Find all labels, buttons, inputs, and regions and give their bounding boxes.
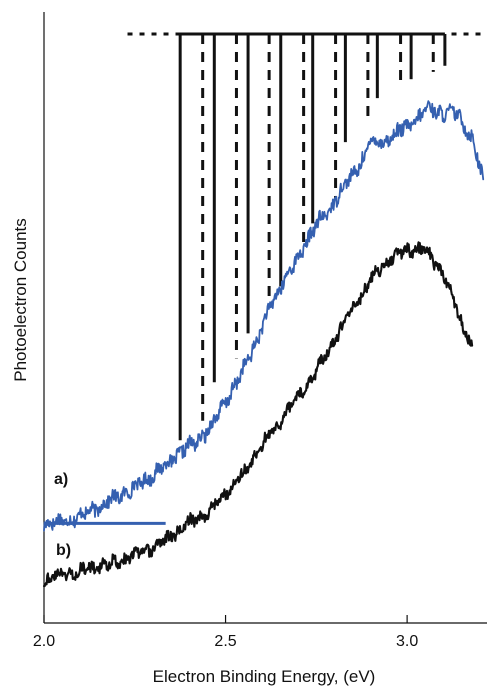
x-ticks: 2.0 2.5 3.0 — [33, 615, 418, 650]
stick-spectrum — [127, 32, 487, 441]
x-tick-label: 2.0 — [33, 633, 55, 650]
trace-b-label: b) — [56, 542, 71, 559]
x-tick-label: 2.5 — [214, 633, 236, 650]
spectrum-traces — [42, 100, 485, 588]
trace-b-line — [42, 241, 474, 588]
trace-a-line — [43, 100, 485, 532]
x-tick-label: 3.0 — [396, 633, 418, 650]
x-axis-label: Electron Binding Energy, (eV) — [153, 667, 376, 686]
trace-labels: a) b) — [54, 471, 71, 559]
axes: 2.0 2.5 3.0 Electron Binding Energy, (eV) … — [11, 12, 487, 686]
trace-a-label: a) — [54, 471, 68, 488]
y-axis-label: Photoelectron Counts — [11, 218, 30, 382]
